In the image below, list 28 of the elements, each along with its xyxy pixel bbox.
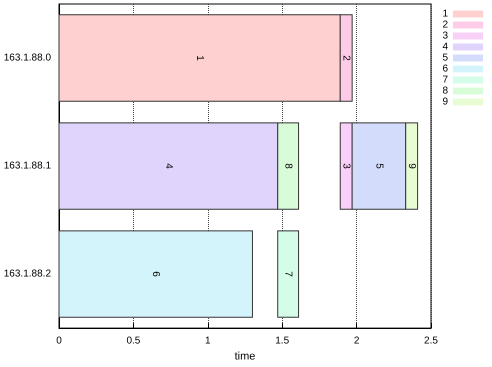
text: 5 — [373, 163, 384, 169]
y-tick-label: 163.1.88.1 — [4, 160, 52, 172]
x-tick-label: 1 — [205, 336, 212, 347]
x-tick-label: 1.5 — [275, 336, 290, 347]
legend-label: 3 — [442, 30, 448, 42]
text: 9 — [406, 163, 418, 169]
legend-label: 5 — [442, 52, 448, 64]
text: 7 — [282, 271, 294, 277]
x-tick-label: 2.5 — [424, 336, 438, 347]
legend-label: 1 — [442, 8, 448, 20]
legend-label: 6 — [442, 64, 448, 74]
text: 4 — [162, 163, 174, 169]
y-tick-label: 163.1.88.2 — [4, 268, 52, 280]
text: 1 — [194, 55, 206, 61]
text: 2 — [340, 55, 352, 61]
text: 8 — [282, 163, 294, 169]
x-tick-label: 0 — [56, 336, 62, 347]
x-tick-label: 0.5 — [126, 336, 141, 347]
x-axis-title: time — [234, 350, 256, 362]
legend-label: 9 — [442, 96, 448, 108]
legend-label: 8 — [442, 86, 448, 96]
legend-label: 2 — [442, 20, 448, 30]
y-tick-label: 163.1.88.0 — [4, 52, 52, 64]
legend-label: 4 — [442, 42, 448, 52]
text: 3 — [340, 163, 352, 169]
x-tick-label: 2 — [354, 336, 360, 347]
legend-label: 7 — [442, 74, 448, 86]
text: 6 — [150, 271, 162, 277]
